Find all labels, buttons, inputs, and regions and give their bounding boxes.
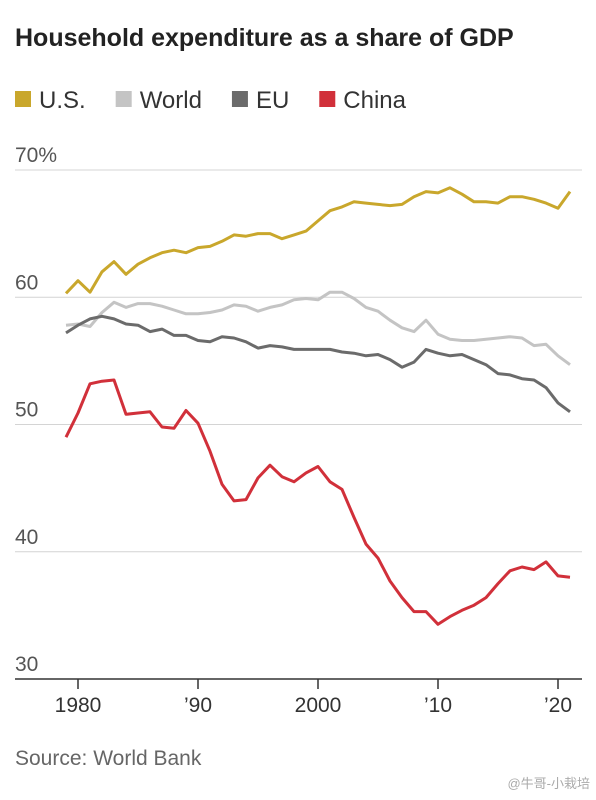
legend-label: World — [140, 87, 202, 114]
y-tick-label: 50 — [15, 399, 38, 422]
y-tick-label: 60 — [15, 271, 38, 294]
x-tick-label: ’90 — [184, 694, 212, 717]
legend-label: U.S. — [39, 87, 86, 114]
legend-swatch — [319, 91, 336, 107]
y-tick-label: 30 — [15, 653, 38, 676]
x-tick-label: 1980 — [55, 694, 102, 717]
x-tick-label: ’20 — [544, 694, 572, 717]
chart-title: Household expenditure as a share of GDP — [15, 24, 514, 52]
series-line — [64, 378, 571, 626]
y-tick-label: 40 — [15, 526, 38, 549]
series-line — [65, 290, 571, 366]
legend-swatch — [15, 91, 31, 107]
y-tick-label: 70% — [15, 144, 57, 167]
legend-swatch — [231, 91, 248, 107]
x-tick-label: ’10 — [424, 694, 452, 717]
x-tick-label: 2000 — [295, 694, 342, 717]
series-line — [64, 186, 572, 295]
series-line — [65, 314, 571, 414]
legend-label: China — [343, 87, 406, 114]
watermark: @牛哥-小栽培 — [507, 776, 590, 791]
legend-label: EU — [256, 87, 289, 114]
legend-swatch — [115, 91, 132, 107]
source: Source: World Bank — [15, 747, 202, 770]
